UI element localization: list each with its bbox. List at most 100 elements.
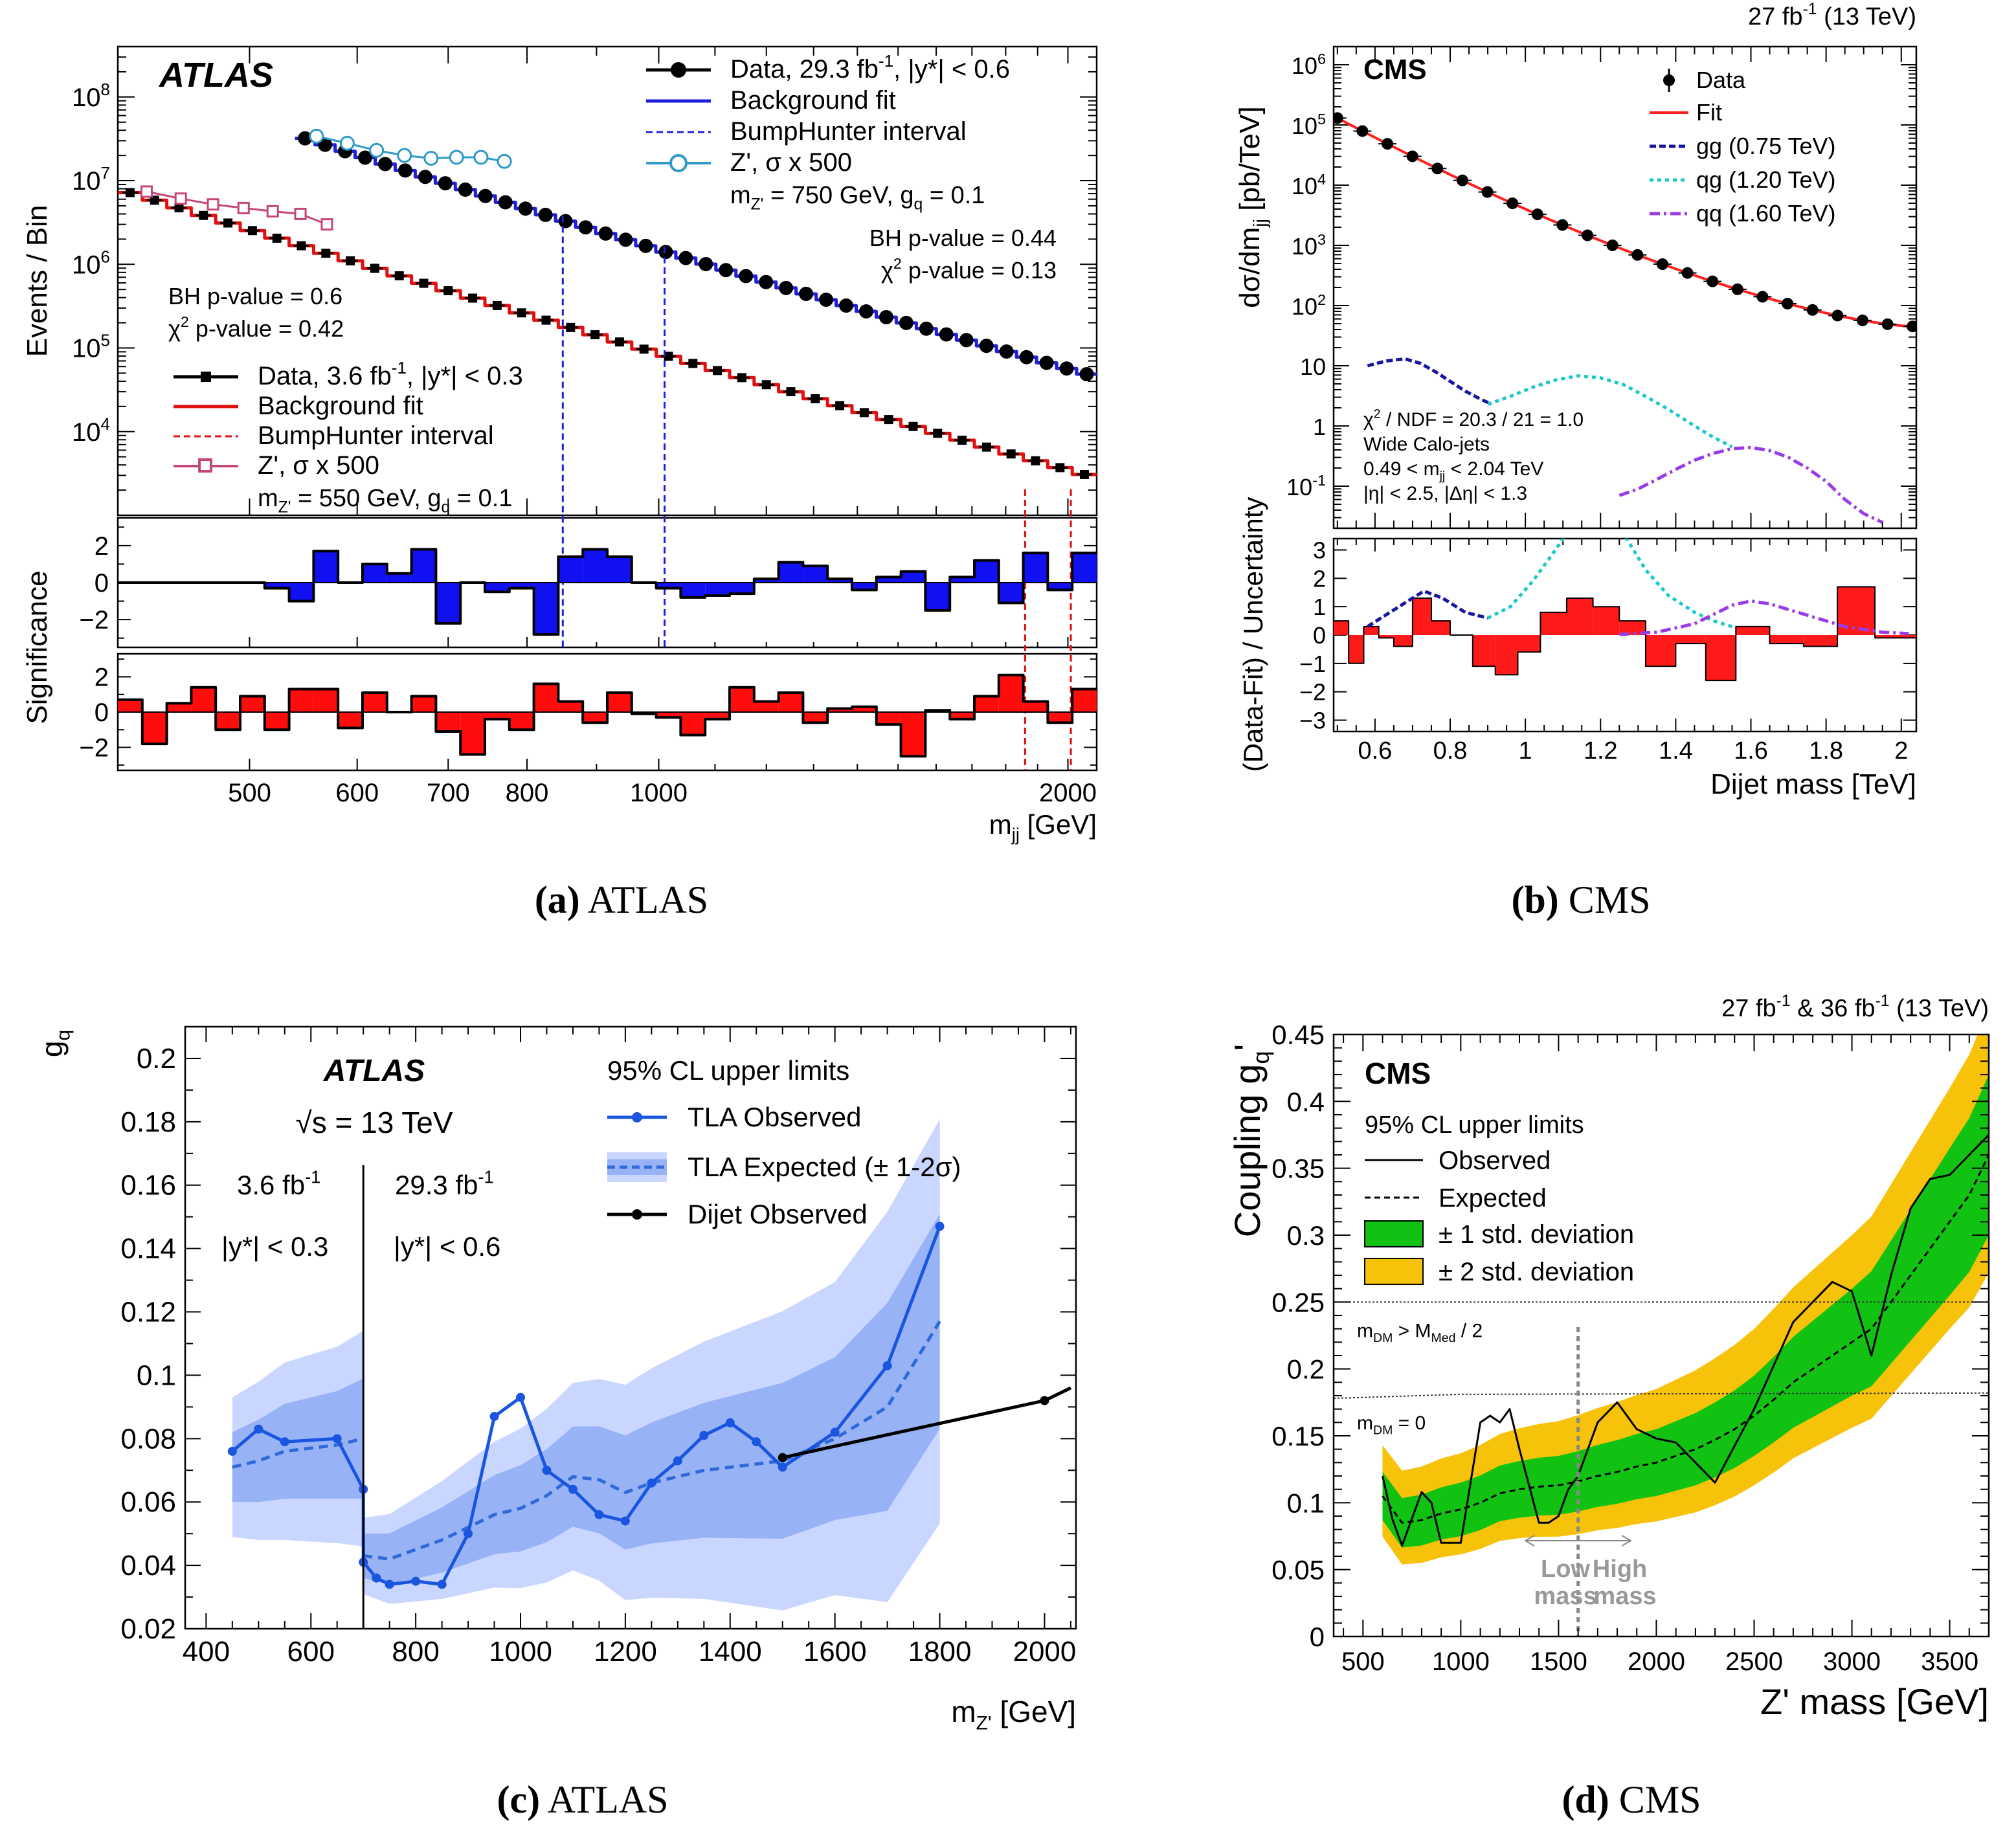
legend-label: Dijet Observed bbox=[688, 1199, 868, 1229]
zprime-750-point bbox=[309, 128, 324, 144]
tla-observed-point bbox=[568, 1484, 577, 1494]
y-tick-label: 0.1 bbox=[1287, 1488, 1325, 1518]
significance-lower-bar bbox=[656, 712, 681, 718]
tla-observed-point bbox=[542, 1466, 552, 1475]
zprime-750-point bbox=[473, 150, 489, 165]
residual-bar bbox=[1675, 635, 1706, 644]
y-tick-label: −2 bbox=[1299, 679, 1326, 706]
significance-upper-bar bbox=[656, 583, 681, 588]
significance-upper-bar bbox=[436, 583, 461, 623]
tla-observed-point bbox=[227, 1446, 237, 1456]
significance-lower-bar bbox=[583, 712, 607, 723]
y-tick-label: 105 bbox=[72, 331, 110, 363]
x-axis-label: Dijet mass [TeV] bbox=[1710, 768, 1916, 800]
significance-lower-bar bbox=[558, 701, 583, 712]
zprime-750-point bbox=[449, 150, 464, 165]
legend-label: qg (1.20 TeV) bbox=[1696, 166, 1835, 193]
zprime-550-point bbox=[140, 185, 153, 198]
zprime-750-point bbox=[497, 153, 512, 169]
y-tick-label: 106 bbox=[72, 247, 110, 279]
legend-marker bbox=[632, 1209, 642, 1220]
x-tick-label: 800 bbox=[392, 1636, 439, 1668]
x-tick-label: 1000 bbox=[630, 779, 688, 807]
x-tick-label: 400 bbox=[183, 1636, 230, 1668]
x-tick-label: 1 bbox=[1519, 737, 1532, 765]
zprime-750-point bbox=[339, 135, 355, 151]
significance-upper-bar bbox=[925, 583, 950, 610]
main-plot-area bbox=[118, 128, 1097, 479]
significance-upper-bar bbox=[509, 583, 534, 588]
legend-label: Z', σ x 500 bbox=[258, 451, 379, 480]
x-tick-label: 0.8 bbox=[1433, 737, 1468, 765]
main-plot-area bbox=[1334, 112, 1916, 524]
legend-marker bbox=[671, 62, 686, 78]
x-tick-label: 1200 bbox=[594, 1636, 657, 1668]
x-tick-label: 1.2 bbox=[1584, 737, 1618, 765]
tla-observed-point bbox=[620, 1516, 630, 1526]
data-point bbox=[1907, 320, 1916, 333]
data-point bbox=[1431, 162, 1444, 175]
zprime-550-point bbox=[320, 218, 333, 231]
data-point bbox=[1506, 197, 1519, 210]
significance-upper-bar bbox=[974, 560, 999, 583]
x-tick-label: 2 bbox=[1894, 737, 1908, 765]
y-axis-label: dσ/dmjj [pb/TeV] bbox=[1234, 106, 1271, 307]
annotation: χ2 p-value = 0.13 bbox=[881, 255, 1057, 284]
signal-curve-2 bbox=[1618, 445, 1883, 524]
significance-upper-bar bbox=[950, 577, 974, 583]
significance-upper-bar bbox=[583, 549, 607, 583]
tla-observed-point bbox=[489, 1412, 499, 1422]
caption: (b) CMS bbox=[1511, 878, 1650, 921]
zprime-750-point bbox=[369, 142, 385, 158]
mass-region-label: mass bbox=[1534, 1583, 1596, 1610]
significance-upper-bar bbox=[998, 583, 1024, 603]
x-axis-label: Z' mass [GeV] bbox=[1760, 1681, 1989, 1722]
region-label: 3.6 fb-1 bbox=[237, 1167, 320, 1200]
significance-upper-bar bbox=[901, 571, 926, 583]
caption: (a) ATLAS bbox=[535, 878, 708, 921]
significance-lower-bar bbox=[876, 712, 901, 725]
data-point bbox=[1356, 125, 1369, 137]
y-tick-label: 2 bbox=[1313, 565, 1326, 592]
legend-marker bbox=[669, 154, 688, 172]
significance-lower-bar bbox=[264, 712, 289, 730]
data-point bbox=[1606, 239, 1618, 251]
y-tick-label: 10 bbox=[1300, 353, 1326, 380]
significance-lower-bar bbox=[485, 712, 510, 719]
reference-label: mDM > MMed / 2 bbox=[1357, 1320, 1483, 1345]
y-tick-label: 0.1 bbox=[137, 1359, 176, 1391]
mass-region-label: Low bbox=[1541, 1556, 1590, 1583]
tla-observed-point bbox=[254, 1424, 263, 1434]
annotation: |η| < 2.5, |Δη| < 1.3 bbox=[1363, 483, 1527, 504]
significance-upper-bar bbox=[363, 564, 387, 583]
significance-upper-bar bbox=[754, 579, 779, 583]
significance-lower-bar bbox=[191, 687, 216, 712]
mass-region-label: mass bbox=[1593, 1583, 1656, 1610]
tla-observed-point bbox=[778, 1462, 787, 1472]
significance-upper-bar bbox=[264, 583, 289, 588]
significance-upper-area bbox=[118, 548, 1097, 636]
y-tick-label: 0 bbox=[95, 569, 109, 598]
data-point bbox=[1681, 267, 1694, 279]
legend-swatch bbox=[1364, 1220, 1424, 1247]
x-tick-label: 600 bbox=[335, 779, 379, 807]
legend-label: 95% CL upper limits bbox=[1365, 1111, 1584, 1139]
y-tick-label: 104 bbox=[1292, 171, 1326, 199]
significance-lower-outline bbox=[118, 673, 1097, 758]
main-plot-frame bbox=[1332, 45, 1918, 530]
residual-bar bbox=[1431, 621, 1450, 635]
significance-lower-bar bbox=[1047, 712, 1073, 723]
y-tick-label: 0.45 bbox=[1271, 1020, 1325, 1050]
zprime-550-point bbox=[174, 192, 187, 205]
y-tick-label: 10-1 bbox=[1286, 472, 1326, 500]
x-axis-label: mjj [GeV] bbox=[989, 809, 1097, 845]
significance-lower-bar bbox=[852, 706, 877, 712]
dijet-observed-point bbox=[778, 1453, 787, 1462]
data-point bbox=[1831, 309, 1844, 322]
x-tick-label: 1500 bbox=[1530, 1648, 1587, 1676]
y-tick-label: 0.25 bbox=[1271, 1287, 1325, 1317]
significance-upper-bar bbox=[680, 583, 706, 598]
significance-lower-bar bbox=[142, 712, 167, 744]
data-point bbox=[1531, 208, 1543, 221]
